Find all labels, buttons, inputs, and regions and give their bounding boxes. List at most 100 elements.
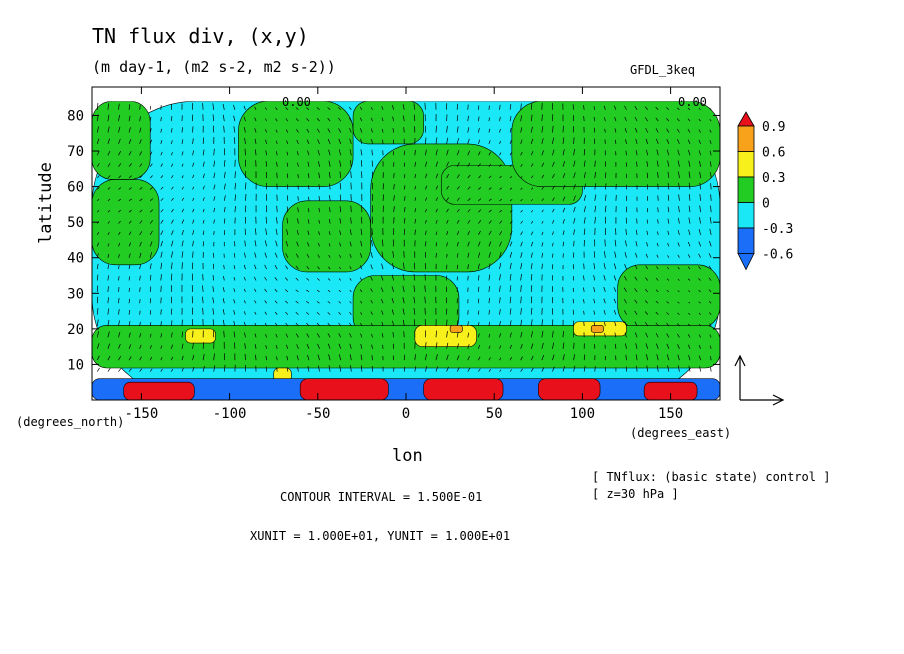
vector-arrow xyxy=(613,275,617,281)
vector-arrow xyxy=(656,354,659,361)
vector-arrow xyxy=(530,263,533,270)
vector-arrow xyxy=(666,107,670,111)
vector-arrow xyxy=(477,275,480,281)
vector-arrow xyxy=(118,265,120,270)
vector-arrow xyxy=(488,345,491,349)
vector-arrow xyxy=(655,322,659,327)
vector-arrow xyxy=(594,194,597,201)
vector-arrow xyxy=(677,354,680,361)
vector-arrow xyxy=(634,106,638,110)
vector-arrow xyxy=(223,218,226,224)
vector-arrow xyxy=(573,365,576,372)
vector-arrow xyxy=(139,356,142,361)
vector-arrow xyxy=(509,332,512,338)
vector-arrow xyxy=(425,342,427,349)
vector-arrow xyxy=(604,194,607,201)
vector-arrow xyxy=(403,331,405,338)
vector-arrow xyxy=(286,151,289,156)
vector-arrow xyxy=(403,207,406,213)
vector-arrow xyxy=(583,299,585,304)
vector-arrow xyxy=(329,207,331,213)
vector-arrow xyxy=(635,241,638,247)
vector-arrow xyxy=(338,117,342,122)
vector-arrow xyxy=(446,208,449,213)
vector-arrow xyxy=(222,103,225,110)
vector-arrow xyxy=(370,299,373,304)
vector-arrow xyxy=(128,356,132,361)
vector-arrow xyxy=(520,344,523,349)
vector-arrow xyxy=(562,173,566,179)
vector-arrow xyxy=(254,288,257,293)
vector-arrow xyxy=(286,355,289,361)
vector-arrow xyxy=(509,252,513,258)
vector-arrow xyxy=(360,354,363,361)
vector-arrow xyxy=(699,194,701,201)
vector-arrow xyxy=(562,184,566,190)
vector-arrow xyxy=(594,171,597,179)
vector-arrow xyxy=(541,342,544,349)
vector-arrow xyxy=(688,217,691,224)
vector-arrow xyxy=(603,321,606,327)
vector-arrow xyxy=(656,160,659,167)
vector-arrow xyxy=(656,365,659,372)
vector-arrow xyxy=(149,128,152,133)
vector-arrow xyxy=(698,241,701,247)
vector-arrow xyxy=(285,118,289,122)
vector-arrow xyxy=(265,345,267,349)
contour-region xyxy=(282,200,372,273)
contour-region xyxy=(423,378,504,400)
vector-arrow xyxy=(223,159,226,167)
vector-arrow xyxy=(360,252,363,258)
vector-arrow xyxy=(414,366,417,372)
vector-arrow xyxy=(285,311,289,315)
vector-arrow xyxy=(118,356,122,361)
vector-arrow xyxy=(403,174,406,179)
vector-arrow xyxy=(202,241,205,247)
vector-arrow xyxy=(192,251,194,258)
vector-arrow xyxy=(520,262,523,270)
vector-arrow xyxy=(370,264,373,270)
vector-arrow xyxy=(666,117,670,122)
vector-arrow xyxy=(677,312,680,315)
vector-arrow xyxy=(171,197,174,202)
y-tick-label: 40 xyxy=(67,251,84,267)
vector-arrow xyxy=(254,252,257,258)
vector-arrow xyxy=(614,321,617,327)
vector-arrow xyxy=(634,116,638,122)
vector-arrow xyxy=(118,368,122,372)
vector-arrow xyxy=(381,298,384,304)
vector-arrow xyxy=(509,209,513,213)
vector-arrow xyxy=(139,175,143,179)
vector-arrow xyxy=(223,183,226,190)
vector-arrow xyxy=(413,296,416,304)
vector-arrow xyxy=(285,253,289,258)
vector-arrow xyxy=(350,217,352,224)
vector-arrow xyxy=(499,175,502,179)
vector-arrow xyxy=(213,365,216,372)
vector-arrow xyxy=(244,240,246,247)
axis-ticks: -150 -100 -50 0 50 100 150 10 20 30 40 50 60 70 80 xyxy=(67,87,720,422)
vector-arrow xyxy=(254,264,257,270)
vector-arrow xyxy=(488,175,492,179)
contour-label: 0.00 xyxy=(678,95,707,109)
vector-arrow xyxy=(212,114,215,122)
vector-arrow xyxy=(223,275,225,281)
vector-arrow xyxy=(709,118,712,122)
vector-arrow xyxy=(360,312,363,315)
vector-arrow xyxy=(530,368,534,372)
vector-arrow xyxy=(118,320,120,327)
vector-arrow xyxy=(477,105,480,110)
vector-arrow xyxy=(635,343,638,349)
vector-arrow xyxy=(393,195,395,201)
vector-arrow xyxy=(128,231,132,236)
vector-arrow xyxy=(149,175,153,179)
vector-arrow xyxy=(317,242,320,247)
vector-arrow xyxy=(488,209,492,213)
vector-arrow xyxy=(509,344,512,349)
vector-arrow xyxy=(446,197,449,202)
vector-arrow xyxy=(359,265,363,270)
vector-arrow xyxy=(118,187,122,190)
vector-arrow xyxy=(285,300,289,304)
vector-arrow xyxy=(243,276,246,281)
vector-arrow xyxy=(243,105,246,110)
